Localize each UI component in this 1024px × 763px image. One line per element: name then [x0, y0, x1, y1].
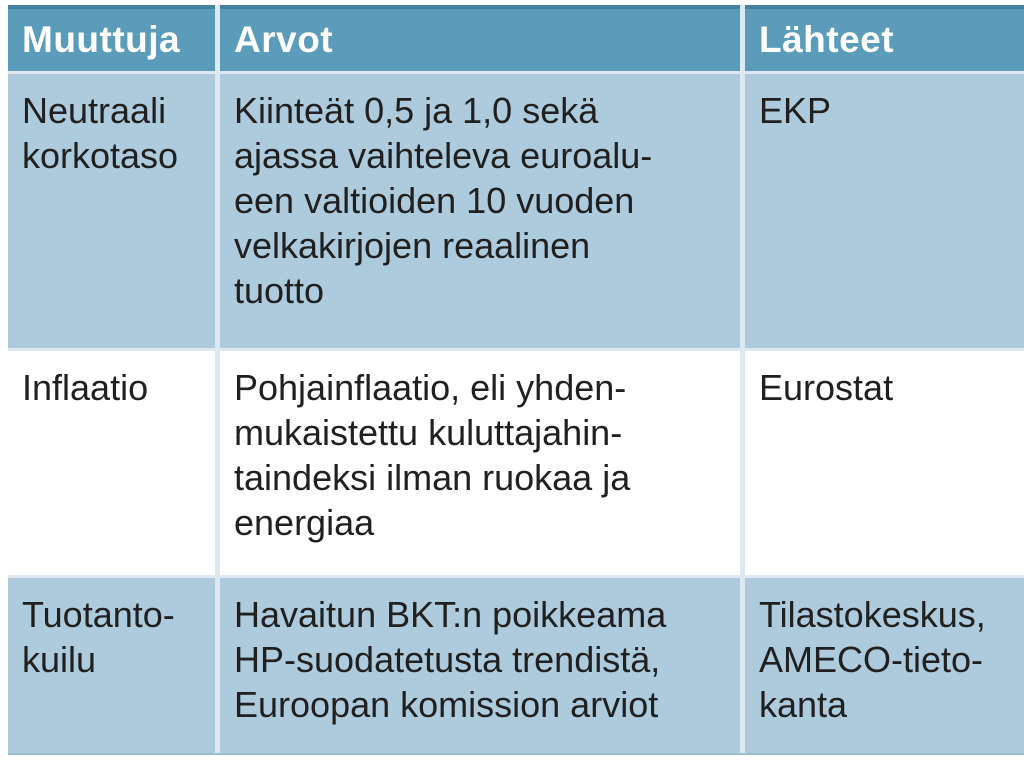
row3-cell-arvot: Havaitun BKT:n poikkeama HP-suodatetusta… — [220, 578, 740, 753]
column-header-arvot: Arvot — [220, 5, 740, 71]
row1-cell-lahteet: EKP — [745, 74, 1024, 348]
row2-cell-lahteet: Eurostat — [745, 351, 1024, 575]
variables-sources-table: Muuttuja Arvot Lähteet Neutraali korkota… — [8, 5, 1024, 755]
column-header-muuttuja: Muuttuja — [8, 5, 215, 71]
row1-cell-muuttuja: Neutraali korkotaso — [8, 74, 215, 348]
row3-cell-lahteet: Tilastokeskus, AMECO-tieto- kanta — [745, 578, 1024, 753]
row3-cell-muuttuja: Tuotanto- kuilu — [8, 578, 215, 753]
column-header-lahteet: Lähteet — [745, 5, 1024, 71]
row2-cell-muuttuja: Inflaatio — [8, 351, 215, 575]
row1-cell-arvot: Kiinteät 0,5 ja 1,0 sekä ajassa vaihtele… — [220, 74, 740, 348]
row2-cell-arvot: Pohjainflaatio, eli yhden- mukaistettu k… — [220, 351, 740, 575]
